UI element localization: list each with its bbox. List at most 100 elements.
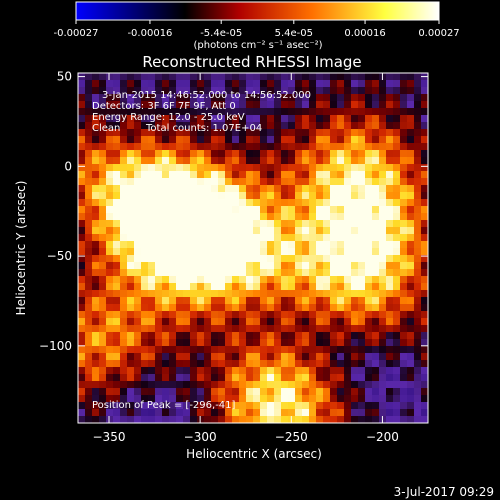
heatmap-cell	[232, 409, 240, 417]
heatmap-cell	[295, 395, 303, 403]
heatmap-cell	[330, 157, 338, 165]
heatmap-cell	[323, 311, 331, 319]
heatmap-cell	[253, 297, 261, 305]
heatmap-cell	[246, 262, 254, 270]
heatmap-cell	[239, 122, 247, 130]
heatmap-cell	[99, 402, 107, 410]
heatmap-cell	[414, 339, 422, 347]
heatmap-cell	[351, 318, 359, 326]
heatmap-cell	[372, 101, 380, 109]
heatmap-cell	[183, 157, 191, 165]
heatmap-cell	[393, 220, 401, 228]
heatmap-cell	[407, 248, 415, 256]
heatmap-cell	[400, 255, 408, 263]
heatmap-cell	[148, 402, 156, 410]
heatmap-cell	[253, 248, 261, 256]
heatmap-cell	[407, 185, 415, 193]
heatmap-cell	[407, 283, 415, 291]
heatmap-cell	[99, 136, 107, 144]
heatmap-cell	[393, 311, 401, 319]
heatmap-cell	[99, 367, 107, 375]
heatmap-cell	[407, 353, 415, 361]
heatmap-cell	[288, 248, 296, 256]
heatmap-cell	[337, 367, 345, 375]
heatmap-cell	[78, 241, 86, 249]
heatmap-cell	[344, 353, 352, 361]
heatmap-cell	[162, 101, 170, 109]
heatmap-cell	[400, 164, 408, 172]
heatmap-cell	[386, 220, 394, 228]
heatmap-cell	[281, 255, 289, 263]
heatmap-cell	[281, 325, 289, 333]
heatmap-cell	[169, 332, 177, 340]
heatmap-cell	[302, 192, 310, 200]
heatmap-cell	[218, 115, 226, 123]
heatmap-cell	[190, 248, 198, 256]
heatmap-cell	[302, 80, 310, 88]
heatmap-cell	[393, 227, 401, 235]
annotation-counts: Total counts: 1.07E+04	[145, 123, 262, 134]
heatmap-cell	[288, 269, 296, 277]
heatmap-cell	[253, 325, 261, 333]
heatmap-cell	[337, 136, 345, 144]
heatmap-cell	[295, 346, 303, 354]
heatmap-cell	[414, 241, 422, 249]
heatmap-cell	[120, 213, 128, 221]
heatmap-cell	[155, 129, 163, 137]
heatmap-cell	[127, 283, 135, 291]
heatmap-cell	[204, 213, 212, 221]
heatmap-cell	[239, 136, 247, 144]
heatmap-cell	[407, 157, 415, 165]
heatmap-cell	[358, 388, 366, 396]
heatmap-cell	[127, 199, 135, 207]
heatmap-cell	[78, 234, 86, 242]
heatmap-cell	[344, 325, 352, 333]
heatmap-cell	[323, 395, 331, 403]
heatmap-cell	[316, 115, 324, 123]
heatmap-cell	[253, 402, 261, 410]
heatmap-cell	[330, 388, 338, 396]
heatmap-cell	[155, 367, 163, 375]
heatmap-cell	[225, 297, 233, 305]
heatmap-cell	[323, 269, 331, 277]
heatmap-cell	[92, 395, 100, 403]
annotation-peak: Position of Peak = [-296,-41]	[92, 400, 236, 411]
heatmap-cell	[344, 101, 352, 109]
heatmap-cell	[225, 241, 233, 249]
heatmap-cell	[246, 115, 254, 123]
heatmap-cell	[414, 206, 422, 214]
heatmap-cell	[211, 325, 219, 333]
heatmap-cell	[134, 157, 142, 165]
heatmap-cell	[372, 416, 380, 423]
heatmap-cell	[358, 199, 366, 207]
heatmap-cell	[302, 213, 310, 221]
heatmap-cell	[281, 199, 289, 207]
heatmap-cell	[281, 360, 289, 368]
heatmap-cell	[120, 80, 128, 88]
heatmap-cell	[204, 297, 212, 305]
heatmap-cell	[225, 129, 233, 137]
heatmap-cell	[281, 290, 289, 298]
heatmap-cell	[225, 332, 233, 340]
heatmap-cell	[197, 199, 205, 207]
heatmap-cell	[197, 402, 205, 410]
heatmap-cell	[162, 94, 170, 102]
heatmap-cell	[295, 94, 303, 102]
heatmap-cell	[169, 164, 177, 172]
heatmap-cell	[281, 94, 289, 102]
heatmap-cell	[183, 311, 191, 319]
heatmap-cell	[323, 129, 331, 137]
heatmap-cell	[365, 164, 373, 172]
heatmap-cell	[358, 290, 366, 298]
heatmap-cell	[197, 87, 205, 95]
heatmap-cell	[379, 150, 387, 158]
heatmap-cell	[337, 164, 345, 172]
heatmap-cell	[155, 311, 163, 319]
heatmap-cell	[169, 122, 177, 130]
heatmap-cell	[309, 283, 317, 291]
heatmap-cell	[190, 80, 198, 88]
heatmap-cell	[232, 318, 240, 326]
heatmap-cell	[232, 311, 240, 319]
heatmap-cell	[288, 304, 296, 312]
heatmap-cell	[246, 381, 254, 389]
